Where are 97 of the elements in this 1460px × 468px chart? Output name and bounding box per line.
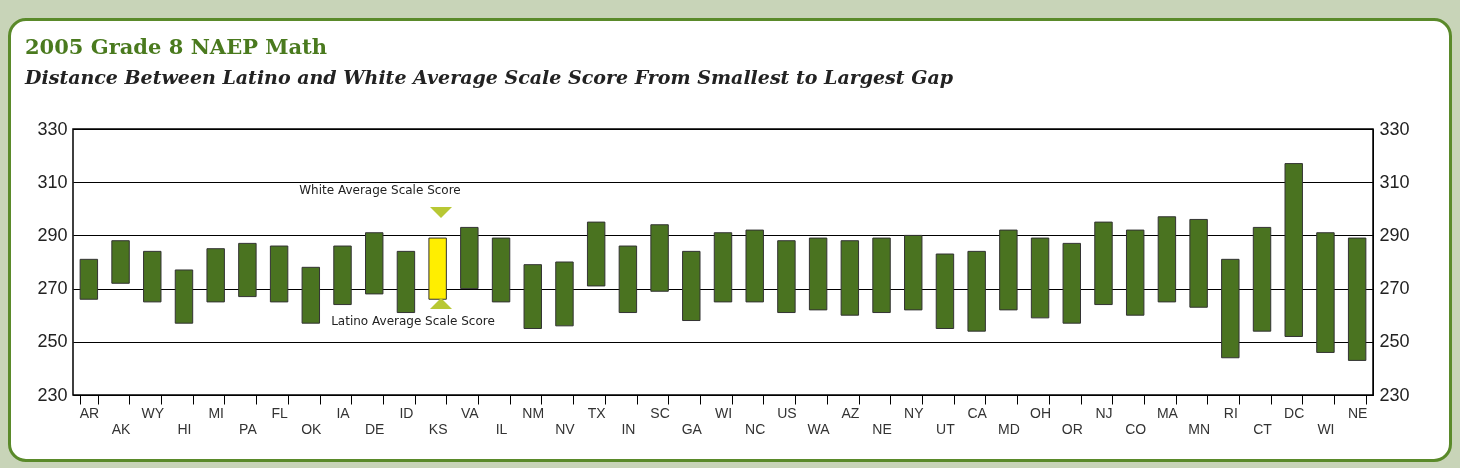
bar xyxy=(174,269,194,324)
bar xyxy=(1316,232,1335,353)
y-tick-label: 230 xyxy=(37,384,68,405)
x-tick-label: TX xyxy=(587,404,607,421)
bar xyxy=(269,245,289,303)
x-tick-label: AZ xyxy=(841,404,860,421)
x-tick-label: WI xyxy=(1317,420,1335,437)
bar xyxy=(460,226,479,290)
y2-tick-label: 310 xyxy=(1379,171,1410,192)
x-tick-label: KS xyxy=(428,420,448,437)
bar xyxy=(650,224,669,292)
x-tick-label: NC xyxy=(745,420,766,437)
bar xyxy=(491,237,511,303)
chart-subtitle: Distance Between Latino and White Average Scale Score From Smallest to Largest Gap xyxy=(25,66,954,88)
bar xyxy=(808,237,828,311)
bar xyxy=(1284,163,1303,337)
bar xyxy=(1347,237,1367,361)
x-tick-label: MD xyxy=(997,420,1020,437)
chart-title: 2005 Grade 8 NAEP Math xyxy=(25,34,328,59)
bar xyxy=(777,240,796,314)
annotation: White Average Scale Score xyxy=(299,183,461,197)
bar xyxy=(365,232,384,295)
x-tick-label: NY xyxy=(904,404,925,421)
x-tick-label: IN xyxy=(621,420,636,437)
bar xyxy=(904,234,923,311)
x-tick-label: DC xyxy=(1284,404,1305,421)
x-tick-label: ID xyxy=(399,404,414,421)
x-tick-label: HI xyxy=(177,420,192,437)
bar xyxy=(206,248,225,303)
bar xyxy=(682,250,701,322)
y-tick-label: 310 xyxy=(37,171,68,192)
x-tick-label: NJ xyxy=(1095,404,1113,421)
x-tick-label: AR xyxy=(79,404,100,421)
bar xyxy=(618,245,638,314)
x-tick-label: NE xyxy=(872,420,892,437)
bar xyxy=(745,229,764,303)
x-tick-label: US xyxy=(777,404,797,421)
x-tick-label: GA xyxy=(681,420,703,437)
y-tick-label: 330 xyxy=(37,118,68,139)
x-tick-label: DE xyxy=(364,420,385,437)
x-tick-label: SC xyxy=(650,404,670,421)
x-tick-label: OR xyxy=(1061,420,1083,437)
bar xyxy=(999,229,1018,311)
x-tick-label: IL xyxy=(495,420,508,437)
bar xyxy=(1062,242,1081,324)
bar xyxy=(111,240,130,284)
x-tick-label: VA xyxy=(461,404,480,421)
bar xyxy=(713,232,733,303)
bar xyxy=(333,245,352,306)
bar xyxy=(238,242,257,298)
bar xyxy=(301,266,321,324)
bar xyxy=(555,261,574,327)
bar xyxy=(586,221,606,287)
x-tick-label: NV xyxy=(555,420,576,437)
bar xyxy=(840,240,860,316)
bar xyxy=(523,264,542,329)
bar xyxy=(79,258,99,300)
x-tick-label: WA xyxy=(807,420,831,437)
y-tick-label: 250 xyxy=(37,331,68,352)
y2-tick-label: 270 xyxy=(1379,278,1410,299)
bar xyxy=(143,250,162,303)
x-tick-label: NM xyxy=(522,404,545,421)
y2-tick-label: 230 xyxy=(1379,384,1410,405)
bar xyxy=(935,253,955,329)
y-tick-label: 290 xyxy=(37,224,68,245)
y2-tick-label: 290 xyxy=(1379,224,1410,245)
y2-tick-label: 250 xyxy=(1379,331,1410,352)
x-tick-label: WY xyxy=(141,404,165,421)
bar xyxy=(1189,218,1208,308)
y-tick-label: 270 xyxy=(37,278,68,299)
x-tick-label: AK xyxy=(111,420,132,437)
x-tick-label: CT xyxy=(1253,420,1273,437)
x-tick-label: FL xyxy=(271,404,288,421)
bar xyxy=(1030,237,1050,319)
y2-tick-label: 330 xyxy=(1379,118,1410,139)
x-tick-label: MI xyxy=(208,404,224,421)
x-tick-label: PA xyxy=(239,420,258,437)
x-tick-label: IA xyxy=(336,404,351,421)
x-tick-label: OH xyxy=(1030,404,1052,421)
bar xyxy=(1094,221,1113,306)
bar xyxy=(1221,258,1240,359)
bar xyxy=(967,250,986,332)
x-tick-label: MN xyxy=(1188,420,1210,437)
annotation: Latino Average Scale Score xyxy=(331,314,495,328)
bar xyxy=(396,250,416,314)
bar xyxy=(1157,216,1177,303)
x-tick-label: OK xyxy=(301,420,323,437)
x-tick-label: UT xyxy=(936,420,956,437)
bar xyxy=(1125,229,1145,316)
x-tick-label: CA xyxy=(967,404,988,421)
x-tick-label: WI xyxy=(714,404,733,421)
x-tick-label: CO xyxy=(1125,420,1147,437)
x-tick-label: MA xyxy=(1156,404,1179,421)
x-tick-label: RI xyxy=(1223,404,1238,421)
bar xyxy=(872,237,891,314)
x-tick-label: NE xyxy=(1347,404,1368,421)
bar xyxy=(1252,226,1272,332)
